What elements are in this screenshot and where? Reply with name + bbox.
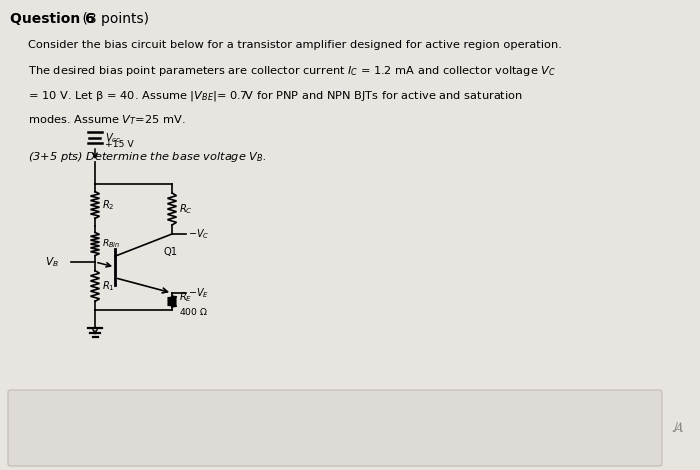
Text: $R_{Bin}$: $R_{Bin}$ [102, 238, 120, 250]
Text: $V_{cc}$: $V_{cc}$ [105, 131, 121, 145]
Text: $-V_E$: $-V_E$ [188, 286, 209, 300]
Text: 400 $\Omega$: 400 $\Omega$ [179, 306, 208, 317]
Text: (3 points): (3 points) [78, 12, 149, 26]
Text: Consider the bias circuit below for a transistor amplifier designed for active r: Consider the bias circuit below for a tr… [28, 40, 562, 50]
Text: Q1: Q1 [164, 247, 178, 257]
Text: $R_C$: $R_C$ [179, 202, 193, 216]
Text: The desired bias point parameters are collector current $I_C$ = 1.2 mA and colle: The desired bias point parameters are co… [28, 64, 556, 78]
Text: $R_E$: $R_E$ [179, 290, 193, 305]
Text: $\mathcal{A\!\!\!\!/}$: $\mathcal{A\!\!\!\!/}$ [671, 421, 685, 435]
Text: $-V_C$: $-V_C$ [188, 227, 209, 241]
Text: $R_1$: $R_1$ [102, 279, 115, 293]
FancyBboxPatch shape [8, 390, 662, 466]
Text: $V_B$: $V_B$ [45, 255, 59, 269]
Text: modes. Assume $V_T$=25 mV.: modes. Assume $V_T$=25 mV. [28, 113, 186, 127]
Text: = 10 V. Let β = 40. Assume |$V_{BE}$|= 0.7V for PNP and NPN BJTs for active and : = 10 V. Let β = 40. Assume |$V_{BE}$|= 0… [28, 89, 523, 103]
Text: $R_2$: $R_2$ [102, 198, 115, 212]
Text: Question 6: Question 6 [10, 12, 94, 26]
Text: (3+5 pts) Determine the base voltage $V_B$.: (3+5 pts) Determine the base voltage $V_… [28, 150, 267, 164]
Text: +15 V: +15 V [105, 140, 134, 149]
